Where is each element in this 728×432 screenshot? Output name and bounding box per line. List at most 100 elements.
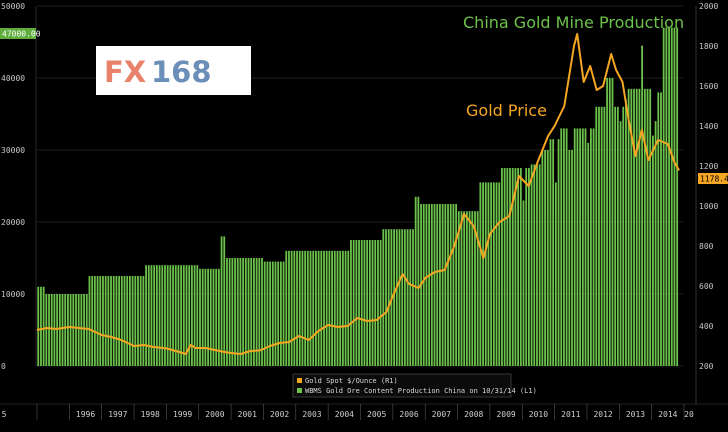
production-bar (96, 276, 99, 366)
annotation-china-production: China Gold Mine Production (463, 13, 684, 32)
production-bar (514, 168, 517, 366)
right-tick-label-7: 1600 (699, 82, 718, 91)
production-bar (104, 276, 107, 366)
production-bar (538, 164, 541, 366)
production-bar (242, 258, 245, 366)
production-bar (536, 164, 538, 366)
left-tick-label-5: 50000 (1, 2, 25, 11)
x-tick-label-1: 1996 (76, 410, 95, 419)
production-bar (347, 250, 350, 366)
production-bar (568, 150, 571, 366)
production-bar (660, 92, 662, 367)
production-bar (506, 168, 509, 366)
production-bar (527, 168, 530, 366)
production-bar (277, 261, 280, 366)
right-axis-tag: 1178.41 (698, 173, 728, 184)
logo: FX 168 (96, 46, 251, 95)
x-tick-label-20: 20 (684, 410, 694, 419)
production-bar (643, 88, 646, 367)
production-bar (398, 229, 401, 366)
production-bar (409, 229, 412, 366)
production-bar (317, 250, 320, 366)
production-bar (226, 258, 228, 366)
production-bar (304, 250, 307, 366)
production-bar (258, 258, 261, 366)
production-bar (525, 168, 528, 366)
production-bar (255, 258, 258, 366)
production-bar (487, 182, 490, 366)
production-bar (288, 250, 290, 366)
production-bar (75, 294, 77, 366)
production-bar (112, 276, 115, 366)
production-bar (196, 265, 199, 366)
production-bar (199, 268, 201, 366)
production-bar (64, 294, 67, 366)
production-bar (80, 294, 83, 366)
production-bar (315, 250, 317, 366)
production-bar (166, 265, 169, 366)
production-bar (595, 106, 598, 367)
production-bar (358, 240, 360, 366)
production-bar (191, 265, 193, 366)
production-bar (274, 261, 277, 366)
production-bar (563, 128, 565, 366)
production-bar (61, 294, 64, 366)
production-bar (673, 27, 676, 366)
production-bar (93, 276, 96, 366)
production-bar (85, 294, 88, 366)
production-bar (107, 276, 110, 366)
production-bar (293, 250, 296, 366)
production-bar (549, 139, 552, 366)
production-bar (350, 240, 352, 366)
production-bar (401, 229, 404, 366)
production-bar (482, 182, 484, 366)
x-tick-label-18: 2013 (626, 410, 645, 419)
left-axis-tag: 47000.00 (0, 28, 41, 39)
production-bar (142, 276, 145, 366)
production-bar (341, 250, 344, 366)
right-tick-label-5: 1200 (699, 162, 718, 171)
x-tick-label-6: 2001 (238, 410, 257, 419)
production-bar (433, 204, 436, 366)
production-bar (182, 265, 185, 366)
production-bar (174, 265, 177, 366)
production-bar (573, 128, 576, 366)
production-bar (422, 204, 425, 366)
production-bar (476, 211, 479, 366)
right-tick-label-1: 400 (699, 322, 714, 331)
production-bar (139, 276, 142, 366)
x-tick-label-0: 5 (2, 410, 7, 419)
production-bar (417, 196, 420, 366)
production-bar (571, 150, 573, 366)
production-bar (635, 88, 638, 367)
production-bar (641, 45, 644, 366)
production-bar (253, 258, 255, 366)
production-bar (279, 261, 282, 366)
logo-168: 168 (151, 55, 212, 89)
production-bar (533, 164, 536, 366)
production-bar (552, 139, 555, 366)
production-bar (511, 168, 514, 366)
production-bar (468, 211, 471, 366)
production-bar (452, 204, 455, 366)
production-bar (509, 168, 511, 366)
right-axis: 200 400 600 800 1000 1200 1400 1600 1800 2000 (695, 2, 718, 404)
production-bar (368, 240, 371, 366)
production-bar (614, 106, 617, 367)
production-bar (471, 211, 474, 366)
production-bar (231, 258, 234, 366)
production-bar (581, 128, 584, 366)
production-bar (592, 128, 595, 366)
production-bar (172, 265, 174, 366)
production-bar (212, 268, 215, 366)
production-bar (180, 265, 183, 366)
production-bar (193, 265, 196, 366)
right-tick-label-3: 800 (699, 242, 714, 251)
right-tick-label-4: 1000 (699, 202, 718, 211)
legend-label-production: WBMS Gold Ore Content Production China o… (305, 387, 537, 395)
production-bar (598, 106, 600, 367)
x-tick-label-13: 2008 (464, 410, 483, 419)
production-bar (88, 276, 91, 366)
production-bar (455, 204, 457, 366)
production-bar (668, 27, 670, 366)
